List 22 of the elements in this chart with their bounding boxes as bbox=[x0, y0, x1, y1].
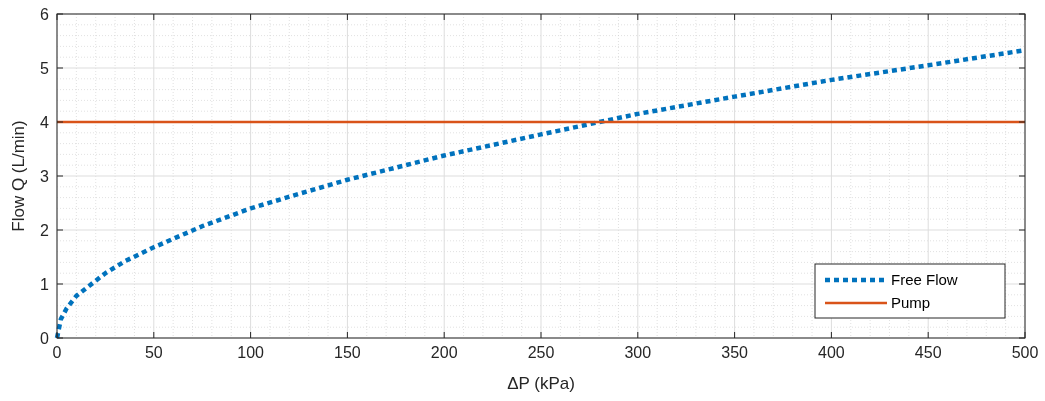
y-tick-label: 0 bbox=[40, 329, 50, 347]
x-axis-title: ΔP (kPa) bbox=[507, 374, 575, 393]
y-tick-label: 6 bbox=[40, 5, 50, 23]
y-axis-title: Flow Q (L/min) bbox=[9, 120, 28, 232]
y-tick-label: 1 bbox=[40, 275, 50, 293]
x-tick-label: 150 bbox=[334, 344, 361, 361]
legend-label: Free Flow bbox=[891, 271, 958, 289]
y-tick-label: 5 bbox=[40, 59, 50, 77]
legend-label: Pump bbox=[891, 294, 931, 312]
x-tick-label: 250 bbox=[527, 344, 555, 361]
x-tick-label: 450 bbox=[914, 344, 942, 361]
x-tick-label: 0 bbox=[52, 344, 62, 361]
x-tick-label: 200 bbox=[430, 344, 458, 361]
x-tick-label: 350 bbox=[721, 344, 749, 361]
x-tick-label: 50 bbox=[144, 344, 163, 361]
x-tick-label: 300 bbox=[624, 344, 652, 361]
y-tick-label: 4 bbox=[40, 113, 50, 131]
y-tick-label: 3 bbox=[40, 167, 50, 185]
x-tick-label: 400 bbox=[818, 344, 845, 361]
x-tick-label: 500 bbox=[1011, 344, 1039, 361]
x-tick-label: 100 bbox=[237, 344, 265, 361]
y-tick-label: 2 bbox=[40, 221, 50, 239]
